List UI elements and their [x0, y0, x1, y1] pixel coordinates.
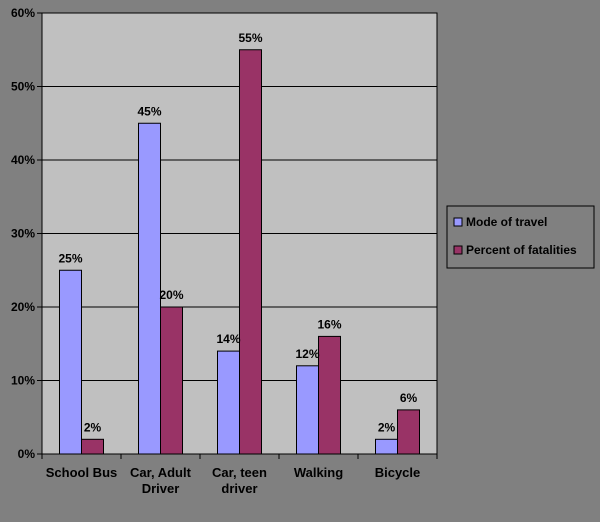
x-axis: School Bus Car, Adult Driver Car, teen drive… [41, 453, 438, 496]
bar [375, 438, 398, 455]
data-label: 20% [159, 288, 183, 302]
bar [138, 122, 161, 455]
bar [296, 365, 319, 455]
legend: Mode of travel Percent of fatalities [446, 205, 595, 269]
data-label: 6% [400, 391, 418, 405]
bar [239, 49, 262, 455]
legend-label: Percent of fatalities [466, 243, 577, 257]
y-tick-label: 30% [11, 227, 35, 241]
data-labels: 25% 2% 45% 20% 14% 55% 12% 16% 2% 6% [58, 31, 417, 435]
y-axis: 0% 10% 20% 30% 40% 50% 60% [11, 6, 43, 461]
bar [397, 409, 420, 455]
bar [160, 306, 183, 455]
data-label: 55% [238, 31, 262, 45]
bar [59, 269, 82, 455]
bar [217, 350, 240, 455]
y-tick-label: 60% [11, 6, 35, 20]
y-tick-label: 10% [11, 374, 35, 388]
y-tick-label: 20% [11, 300, 35, 314]
x-tick-label: Car, teen driver [212, 465, 267, 496]
x-tick-label: Car, Adult Driver [130, 465, 192, 496]
data-label: 25% [58, 251, 82, 265]
y-tick-label: 0% [18, 447, 36, 461]
legend-box [446, 205, 595, 269]
x-tick-label: Bicycle [375, 465, 421, 480]
legend-swatch [453, 245, 463, 255]
x-tick-label: Walking [294, 465, 343, 480]
y-tick-label: 50% [11, 80, 35, 94]
data-label: 14% [216, 332, 240, 346]
y-tick-label: 40% [11, 153, 35, 167]
data-label: 16% [317, 317, 341, 331]
bar [81, 438, 104, 455]
legend-swatch [453, 217, 463, 227]
x-tick-label: School Bus [46, 465, 118, 480]
data-label: 2% [84, 420, 102, 434]
bar [318, 335, 341, 455]
bars [59, 49, 420, 455]
legend-label: Mode of travel [466, 215, 547, 229]
data-label: 2% [378, 420, 396, 434]
data-label: 12% [295, 347, 319, 361]
data-label: 45% [137, 104, 161, 118]
